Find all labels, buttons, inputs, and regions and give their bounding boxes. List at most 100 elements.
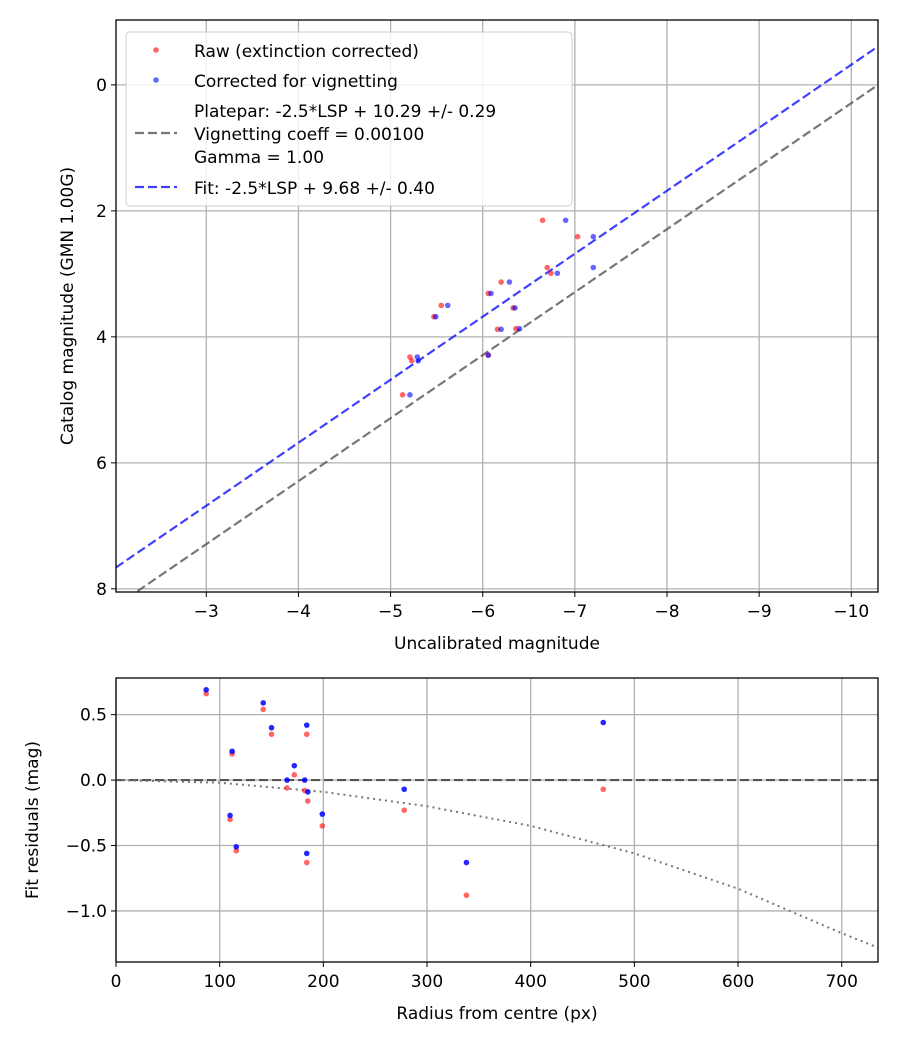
raw-data-point — [548, 270, 554, 277]
corrected-data-point — [229, 748, 235, 755]
corrected-data-point — [600, 719, 607, 726]
raw-data-point — [260, 706, 267, 713]
y-axis-label: Catalog magnitude (GMN 1.00G) — [58, 167, 78, 445]
legend-corrected-marker — [153, 77, 159, 83]
legend-platepar-label: Vignetting coeff = 0.00100 — [194, 125, 424, 145]
raw-data-point — [268, 731, 275, 738]
corrected-data-point — [407, 392, 413, 398]
y-tick-label: 2 — [96, 202, 107, 222]
raw-data-point — [408, 358, 415, 364]
legend-corrected-label: Corrected for vignetting — [194, 72, 398, 92]
corrected-data-point — [516, 325, 523, 332]
x-tick-label: −3 — [194, 602, 219, 622]
corrected-data-point — [227, 812, 233, 819]
x-tick-label: −4 — [286, 602, 311, 622]
raw-data-point — [319, 823, 326, 829]
corrected-data-point — [291, 762, 298, 769]
legend-platepar-label: Platepar: -2.5*LSP + 10.29 +/- 0.29 — [194, 102, 496, 122]
calibration-plot: −3 −4 −5 −6 −7 −8 −9 −10 0 2 4 6 8 Uncalibrated magni… — [58, 19, 879, 654]
raw-data-point — [498, 279, 504, 285]
y-tick-label: −1.0 — [66, 902, 107, 922]
platepar-line — [134, 83, 878, 592]
corrected-data-point — [260, 700, 267, 706]
corrected-data-point — [554, 270, 561, 277]
raw-data-point — [574, 233, 581, 240]
raw-data-point — [303, 731, 310, 738]
residuals-plot: 0 100 200 300 400 500 600 700 0.5 0.0 −0.5 −1.0 Radi… — [23, 677, 879, 1024]
x-tick-label: −9 — [747, 602, 772, 622]
corrected-data-point — [303, 722, 310, 728]
raw-data-point — [463, 892, 470, 899]
raw-data-point — [438, 302, 445, 309]
corrected-data-point — [512, 305, 518, 311]
x-tick-label: 600 — [722, 972, 754, 992]
raw-data-point — [304, 798, 311, 804]
x-tick-label: 500 — [618, 972, 650, 992]
x-tick-label: −8 — [654, 602, 679, 622]
raw-data-point — [544, 264, 551, 271]
x-tick-label: −5 — [378, 602, 403, 622]
x-tick-label: −6 — [470, 602, 495, 622]
legend: Raw (extinction corrected) Corrected for … — [125, 31, 573, 207]
vignetting-curve — [116, 779, 878, 949]
y-tick-label: 8 — [96, 580, 107, 600]
legend-box — [125, 31, 573, 207]
corrected-data-point — [485, 352, 492, 358]
x-tick-label: 0 — [111, 972, 122, 992]
raw-data-point — [539, 217, 546, 224]
corrected-data-point — [562, 217, 569, 224]
corrected-data-point — [590, 264, 597, 271]
y-tick-label: −0.5 — [66, 837, 107, 857]
x-tick-label: 100 — [203, 972, 235, 992]
corrected-data-point — [303, 850, 310, 857]
corrected-data-point — [590, 233, 597, 240]
y-tick-label: 0.0 — [80, 771, 107, 791]
y-axis-label: Fit residuals (mag) — [23, 741, 43, 899]
raw-data-point — [227, 816, 233, 823]
raw-data-point — [233, 847, 240, 854]
corrected-data-point — [432, 313, 439, 320]
y-tick-label: 0 — [96, 76, 107, 96]
plot-area — [116, 45, 878, 592]
corrected-data-point — [203, 686, 209, 693]
axes-frame — [115, 677, 879, 963]
raw-data-point — [291, 772, 298, 778]
corrected-data-point — [304, 789, 311, 795]
y-tick-label: 6 — [96, 454, 107, 474]
legend-raw-label: Raw (extinction corrected) — [194, 42, 419, 62]
x-axis-label: Radius from centre (px) — [396, 1004, 597, 1024]
x-tick-label: −7 — [562, 602, 587, 622]
raw-data-point — [284, 785, 290, 791]
legend-fit-label: Fit: -2.5*LSP + 9.68 +/- 0.40 — [194, 179, 435, 199]
y-tick-label: 0.5 — [80, 706, 107, 726]
raw-data-point — [203, 690, 209, 697]
raw-data-point — [303, 859, 310, 866]
corrected-data-point — [319, 811, 326, 817]
corrected-data-point — [284, 777, 290, 783]
x-tick-label: −10 — [833, 602, 869, 622]
corrected-data-point — [498, 326, 504, 333]
legend-raw-marker — [153, 47, 159, 53]
corrected-data-point — [301, 777, 308, 783]
x-tick-label: 700 — [825, 972, 857, 992]
corrected-data-point — [268, 724, 275, 731]
axes-frame — [115, 19, 879, 593]
raw-data-point — [600, 786, 607, 793]
fit-line — [116, 45, 878, 569]
raw-data-point — [399, 392, 406, 398]
corrected-data-point — [401, 786, 408, 793]
plot-area — [116, 686, 878, 949]
y-tick-label: 4 — [96, 328, 107, 348]
corrected-data-point — [463, 859, 470, 866]
x-tick-label: 200 — [307, 972, 339, 992]
corrected-data-point — [444, 302, 451, 309]
x-tick-label: 400 — [514, 972, 546, 992]
legend-platepar-label: Gamma = 1.00 — [194, 148, 324, 168]
x-axis-label: Uncalibrated magnitude — [394, 634, 600, 654]
corrected-data-point — [506, 279, 513, 285]
corrected-data-point — [233, 844, 240, 850]
corrected-data-point — [415, 358, 422, 364]
x-tick-label: 300 — [411, 972, 443, 992]
corrected-data-point — [488, 290, 494, 297]
